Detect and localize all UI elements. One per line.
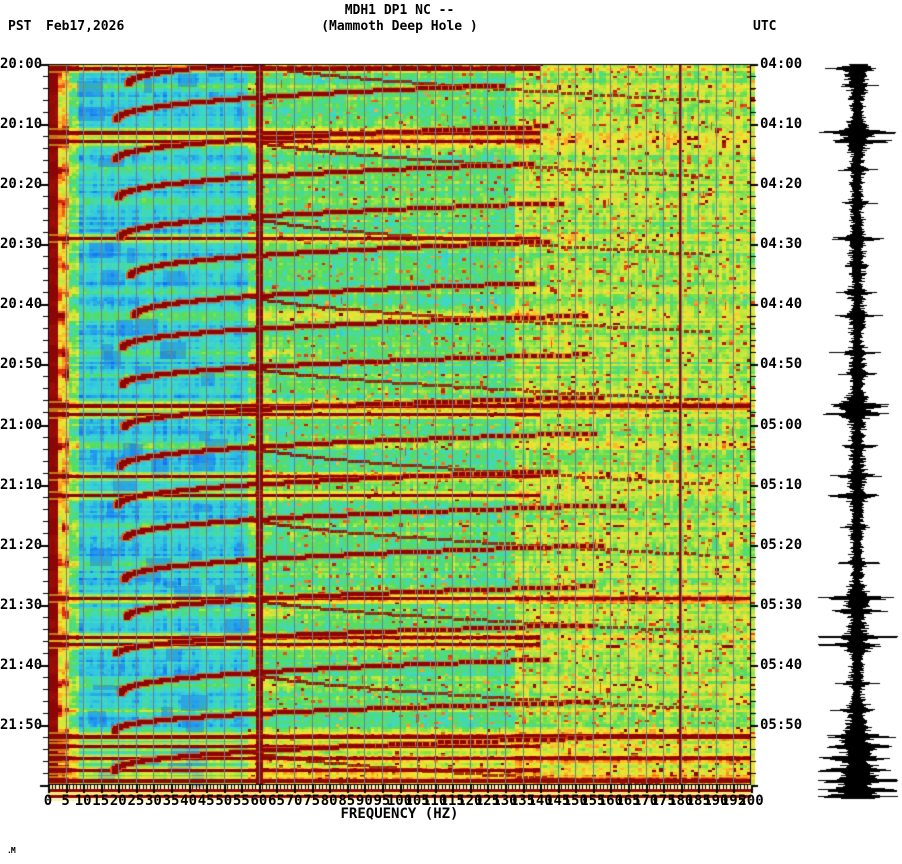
- corner-mark: .M: [7, 846, 16, 855]
- time-label-left-3: 20:30: [0, 236, 43, 253]
- time-label-right-1: 04:10: [760, 116, 803, 133]
- page-subtitle: (Mammoth Deep Hole ): [321, 19, 478, 34]
- freq-label-75: 75: [303, 793, 321, 809]
- freq-label-160: 160: [597, 793, 624, 809]
- freq-label-105: 105: [404, 793, 430, 809]
- freq-label-120: 120: [457, 793, 483, 809]
- freq-label-140: 140: [527, 793, 553, 809]
- time-label-right-10: 05:40: [760, 656, 803, 673]
- time-label-right-11: 05:50: [760, 716, 803, 733]
- freq-label-170: 170: [632, 793, 659, 809]
- timezone-left-label: PST: [8, 19, 32, 34]
- freq-label-190: 190: [703, 793, 729, 809]
- time-label-left-8: 21:20: [0, 536, 43, 553]
- time-label-right-0: 04:00: [760, 56, 803, 72]
- freq-label-15: 15: [92, 793, 110, 809]
- freq-label-165: 165: [615, 793, 641, 809]
- freq-label-110: 110: [421, 793, 448, 809]
- freq-label-185: 185: [685, 793, 711, 809]
- time-label-left-11: 21:50: [0, 716, 43, 733]
- freq-label-200: 200: [738, 793, 764, 809]
- freq-label-95: 95: [373, 793, 391, 809]
- freq-label-35: 35: [162, 793, 180, 809]
- freq-label-5: 5: [61, 793, 70, 809]
- freq-label-145: 145: [545, 793, 571, 809]
- date-label: Feb17,2026: [46, 19, 125, 34]
- frequency-axis-title: FREQUENCY (HZ): [340, 806, 459, 822]
- freq-label-80: 80: [320, 793, 338, 809]
- freq-label-60: 60: [250, 793, 268, 809]
- timezone-right-label: UTC: [753, 19, 777, 34]
- time-label-left-5: 20:50: [0, 356, 43, 373]
- freq-label-85: 85: [338, 793, 356, 809]
- time-label-left-7: 21:10: [0, 476, 43, 493]
- freq-label-135: 135: [509, 793, 536, 809]
- freq-label-30: 30: [145, 793, 162, 809]
- time-label-right-5: 04:50: [760, 356, 803, 373]
- freq-label-90: 90: [355, 793, 373, 809]
- time-label-right-8: 05:20: [760, 536, 803, 553]
- time-label-left-4: 20:40: [0, 296, 43, 313]
- freq-label-100: 100: [386, 793, 413, 809]
- freq-label-45: 45: [197, 793, 215, 809]
- time-label-left-9: 21:30: [0, 596, 43, 613]
- time-label-left-0: 20:00: [0, 56, 43, 72]
- time-label-left-1: 20:10: [0, 116, 43, 133]
- freq-label-65: 65: [268, 793, 285, 809]
- freq-label-10: 10: [74, 793, 92, 809]
- freq-label-180: 180: [668, 793, 694, 809]
- freq-label-0: 0: [43, 793, 53, 809]
- time-label-right-6: 05:00: [760, 416, 803, 433]
- freq-label-115: 115: [439, 793, 465, 809]
- freq-label-150: 150: [562, 793, 588, 809]
- freq-label-125: 125: [474, 793, 501, 809]
- time-label-right-9: 05:30: [760, 596, 803, 613]
- time-label-right-3: 04:30: [760, 236, 803, 253]
- time-label-left-10: 21:40: [0, 656, 43, 673]
- freq-label-25: 25: [127, 793, 145, 809]
- freq-label-40: 40: [180, 793, 198, 809]
- freq-label-50: 50: [215, 793, 233, 809]
- time-label-right-4: 04:40: [760, 296, 803, 313]
- freq-label-155: 155: [580, 793, 606, 809]
- freq-label-130: 130: [492, 793, 518, 809]
- freq-label-195: 195: [720, 793, 747, 809]
- freq-label-70: 70: [285, 793, 303, 809]
- freq-label-20: 20: [109, 793, 127, 809]
- freq-label-175: 175: [650, 793, 676, 809]
- time-label-left-2: 20:20: [0, 176, 43, 193]
- page-title: MDH1 DP1 NC --: [344, 3, 455, 18]
- time-label-right-2: 04:20: [760, 176, 803, 193]
- time-label-left-6: 21:00: [0, 416, 43, 433]
- freq-label-55: 55: [232, 793, 250, 809]
- time-label-right-7: 05:10: [760, 476, 803, 493]
